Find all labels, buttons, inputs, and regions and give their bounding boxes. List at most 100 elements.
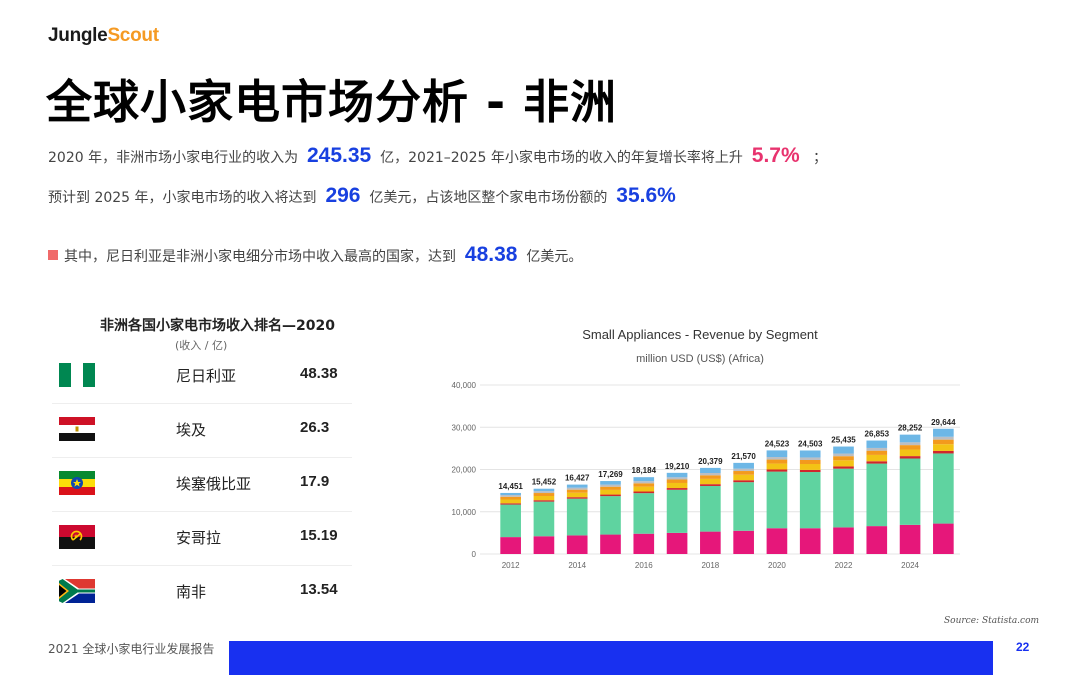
bar-total-label: 24,503 bbox=[798, 439, 823, 448]
summary-2-pre: 预计到 2025 年，小家电市场的收入将达到 bbox=[48, 190, 317, 206]
bar-total-label: 26,853 bbox=[865, 430, 890, 439]
bar-total-label: 21,570 bbox=[731, 452, 756, 461]
bar-segment bbox=[600, 486, 621, 490]
bar-segment bbox=[533, 536, 555, 554]
bar-total-label: 17,269 bbox=[598, 470, 623, 479]
bar-segment bbox=[600, 484, 621, 487]
x-tick-label: 2014 bbox=[568, 561, 586, 570]
x-tick-label: 2022 bbox=[835, 561, 853, 570]
egypt-flag-icon bbox=[59, 417, 95, 441]
bar-segment bbox=[500, 537, 521, 554]
bar-segment bbox=[600, 534, 621, 554]
bar-segment bbox=[700, 475, 721, 479]
bar-segment bbox=[833, 460, 854, 467]
bar-segment bbox=[799, 528, 821, 554]
bar-segment bbox=[633, 533, 655, 554]
bar-segment bbox=[733, 530, 754, 554]
bar-segment bbox=[500, 503, 521, 505]
bar-segment bbox=[700, 473, 721, 476]
x-tick-label: 2020 bbox=[768, 561, 786, 570]
jungle-scout-logo: JungleScout bbox=[48, 25, 159, 47]
summary-1-pre: 2020 年，非洲市场小家电行业的收入为 bbox=[48, 150, 299, 166]
bar-segment bbox=[533, 501, 555, 537]
bar-total-label: 25,435 bbox=[831, 436, 856, 445]
bar-segment bbox=[633, 493, 655, 534]
bar-segment bbox=[533, 488, 555, 492]
bar-segment bbox=[899, 449, 921, 457]
bar-segment bbox=[666, 488, 688, 490]
bar-segment bbox=[566, 484, 588, 488]
x-tick-label: 2018 bbox=[701, 561, 719, 570]
bar-total-label: 16,427 bbox=[565, 474, 590, 483]
bar-segment bbox=[633, 491, 655, 494]
bar-segment bbox=[866, 454, 888, 462]
bar-segment bbox=[700, 531, 721, 554]
x-tick-label: 2024 bbox=[901, 561, 919, 570]
y-tick-label: 40,000 bbox=[452, 381, 477, 390]
bar-segment bbox=[866, 440, 888, 448]
bar-total-label: 14,451 bbox=[498, 482, 523, 491]
bar-total-label: 24,523 bbox=[765, 439, 790, 448]
bar-segment bbox=[566, 535, 588, 554]
bar-segment bbox=[733, 480, 754, 483]
bar-segment bbox=[700, 485, 721, 532]
bar-segment bbox=[833, 456, 854, 461]
south-africa-flag-icon bbox=[59, 579, 95, 603]
bar-segment bbox=[933, 453, 954, 524]
bar-segment bbox=[533, 500, 555, 502]
bar-segment bbox=[600, 481, 621, 485]
bar-segment bbox=[933, 428, 954, 437]
summary-1-mid: 亿，2021–2025 年小家电市场的收入的年复增长率将上升 bbox=[380, 150, 743, 166]
cagr-value: 5.7% bbox=[751, 144, 800, 167]
ethiopia-flag-icon bbox=[59, 471, 95, 495]
bar-segment bbox=[799, 469, 821, 473]
y-tick-label: 20,000 bbox=[452, 466, 477, 475]
bar-segment bbox=[933, 450, 954, 454]
page-number: 22 bbox=[1016, 640, 1030, 654]
y-tick-label: 30,000 bbox=[452, 423, 477, 432]
ranking-title: 非洲各国小家电市场收入排名—2020 bbox=[100, 318, 335, 334]
bar-segment bbox=[500, 492, 521, 496]
revenue-2025-value: 296 bbox=[325, 184, 361, 207]
bar-total-label: 28,252 bbox=[898, 424, 923, 433]
bar-segment bbox=[866, 447, 888, 451]
bar-segment bbox=[666, 472, 688, 478]
bar-segment bbox=[533, 495, 555, 501]
bar-segment bbox=[866, 450, 888, 455]
source-credit: Source: Statista.com bbox=[944, 616, 1040, 626]
bar-segment bbox=[700, 484, 721, 486]
bar-segment bbox=[799, 459, 821, 465]
ranking-value: 15.19 bbox=[300, 527, 338, 544]
bar-total-label: 15,452 bbox=[532, 478, 557, 487]
ranking-country: 安哥拉 bbox=[176, 529, 222, 547]
bar-segment bbox=[899, 445, 921, 450]
bullet-square-icon bbox=[48, 250, 58, 260]
bar-segment bbox=[600, 494, 621, 497]
bar-segment bbox=[799, 457, 821, 460]
bar-segment bbox=[933, 523, 954, 554]
bar-segment bbox=[899, 524, 921, 554]
bar-total-label: 20,379 bbox=[698, 457, 723, 466]
bar-segment bbox=[733, 468, 754, 472]
ranking-row: 埃塞俄比亚 17.9 bbox=[52, 458, 352, 512]
angola-flag-icon bbox=[59, 525, 95, 549]
bar-segment bbox=[566, 489, 588, 493]
y-tick-label: 0 bbox=[472, 550, 477, 559]
bar-segment bbox=[633, 486, 655, 492]
bar-segment bbox=[566, 498, 588, 536]
bar-segment bbox=[600, 489, 621, 495]
x-tick-label: 2012 bbox=[502, 561, 520, 570]
bar-segment bbox=[766, 459, 788, 464]
ranking-row: 安哥拉 15.19 bbox=[52, 512, 352, 566]
page-title: 全球小家电市场分析 - 非洲 bbox=[46, 75, 618, 129]
bar-segment bbox=[666, 482, 688, 489]
bar-segment bbox=[933, 444, 954, 451]
ranking-row: 埃及 26.3 bbox=[52, 404, 352, 458]
bar-segment bbox=[833, 466, 854, 469]
bar-segment bbox=[833, 527, 854, 554]
ranking-country: 埃及 bbox=[176, 421, 207, 439]
bar-segment bbox=[633, 477, 655, 482]
nigeria-flag-icon bbox=[59, 363, 95, 387]
footer-accent-bar bbox=[229, 641, 993, 675]
summary-line-3: 其中，尼日利亚是非洲小家电细分市场中收入最高的国家，达到 48.38 亿美元。 bbox=[48, 243, 582, 267]
